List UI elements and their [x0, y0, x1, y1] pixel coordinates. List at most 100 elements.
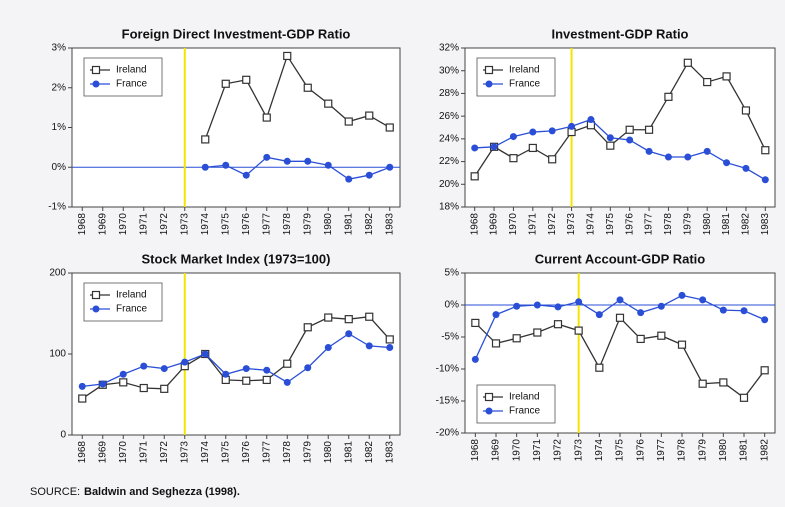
marker	[139, 383, 148, 393]
marker	[365, 171, 373, 179]
marker	[625, 125, 634, 134]
x-tick-label: 1975	[605, 213, 616, 236]
series-line	[205, 156, 390, 180]
marker	[283, 378, 291, 386]
x-tick-label: 1983	[384, 441, 395, 464]
marker	[221, 79, 230, 88]
marker	[283, 157, 291, 165]
marker	[242, 171, 250, 179]
legend: Ireland France	[476, 384, 556, 424]
marker	[324, 161, 332, 169]
legend: Ireland France	[83, 57, 163, 97]
marker	[263, 153, 271, 161]
marker	[739, 393, 749, 402]
marker	[528, 143, 537, 153]
marker	[262, 375, 271, 385]
marker	[365, 342, 373, 350]
x-tick-label: 1973	[573, 439, 584, 462]
chart: Foreign Direct Investment-GDP Ratio -1% 0%…	[48, 26, 401, 236]
x-tick-label: 1980	[702, 213, 713, 236]
series-line	[81, 316, 391, 400]
x-tick-label: 1978	[282, 441, 293, 464]
chart: Current Account-GDP Ratio -20% -15% -10% -5%…	[436, 251, 776, 462]
chart: Investment-GDP Ratio 18% 20% 22% 24% 26% 28% 30…	[439, 26, 776, 236]
marker	[699, 296, 707, 304]
legend-box	[83, 282, 163, 322]
y-tick-label: -10%	[436, 364, 459, 375]
x-tick-label: 1977	[656, 439, 667, 462]
marker	[263, 366, 271, 374]
marker	[657, 302, 665, 310]
x-tick-label: 1977	[261, 213, 272, 236]
x-tick-label: 1983	[384, 213, 395, 236]
marker	[283, 51, 292, 61]
x-tick-label: 1981	[721, 213, 732, 236]
legend: Ireland France	[83, 282, 163, 322]
marker	[741, 106, 751, 115]
marker	[471, 355, 479, 363]
x-tick-label: 1969	[489, 213, 500, 236]
marker	[554, 303, 562, 311]
x-tick-label: 1981	[343, 213, 354, 236]
marker	[645, 147, 653, 155]
y-tick-label: 24%	[439, 133, 459, 144]
x-tick-label: 1970	[511, 439, 522, 462]
series-line	[474, 61, 766, 177]
legend: Ireland France	[476, 57, 556, 97]
x-tick-label: 1982	[364, 441, 375, 464]
x-tick-label: 1972	[159, 213, 170, 236]
marker	[761, 146, 770, 155]
marker	[222, 370, 230, 378]
marker	[548, 127, 556, 135]
marker	[492, 311, 500, 319]
x-tick-label: 1976	[624, 213, 635, 236]
x-tick-label: 1968	[470, 439, 481, 462]
marker	[119, 370, 127, 378]
marker	[91, 65, 101, 75]
x-tick-label: 1974	[200, 213, 211, 236]
x-tick-label: 1978	[282, 213, 293, 236]
marker	[698, 379, 707, 388]
marker	[201, 163, 209, 171]
series-line	[82, 332, 390, 388]
y-tick-label: 2%	[52, 82, 67, 93]
x-tick-label: 1973	[566, 213, 577, 236]
marker	[761, 316, 769, 324]
x-tick-label: 1980	[718, 439, 729, 462]
marker	[140, 362, 148, 370]
x-tick-label: 1968	[77, 441, 88, 464]
marker	[616, 296, 624, 304]
legend-label: France	[509, 406, 541, 417]
x-tick-label: 1970	[118, 213, 129, 236]
marker	[242, 365, 250, 373]
x-tick-label: 1977	[644, 213, 655, 236]
source: Baldwin and Seghezza (1998).	[84, 486, 240, 498]
chart-title: Foreign Direct Investment-GDP Ratio	[122, 26, 351, 41]
marker	[471, 318, 480, 328]
marker	[345, 175, 353, 183]
marker	[283, 359, 292, 368]
y-tick-label: 30%	[439, 65, 459, 76]
marker	[78, 382, 86, 390]
marker	[575, 298, 583, 306]
y-tick-label: 28%	[439, 88, 459, 99]
x-tick-label: 1970	[118, 441, 129, 464]
x-tick-label: 1980	[323, 213, 334, 236]
marker	[529, 128, 537, 136]
x-tick-label: 1981	[343, 441, 354, 464]
marker	[722, 72, 731, 81]
marker	[92, 305, 100, 313]
marker	[574, 326, 583, 335]
y-tick-label: 200	[49, 268, 66, 279]
x-tick-label: 1977	[261, 441, 272, 464]
marker	[723, 159, 731, 167]
marker	[677, 340, 687, 349]
y-tick-label: -1%	[48, 202, 66, 213]
marker	[160, 365, 168, 373]
x-tick-label: 1972	[553, 439, 564, 462]
marker	[324, 313, 333, 322]
series-line	[204, 54, 391, 140]
x-tick-label: 1982	[759, 439, 770, 462]
x-tick-label: 1976	[635, 439, 646, 462]
marker	[719, 378, 728, 387]
